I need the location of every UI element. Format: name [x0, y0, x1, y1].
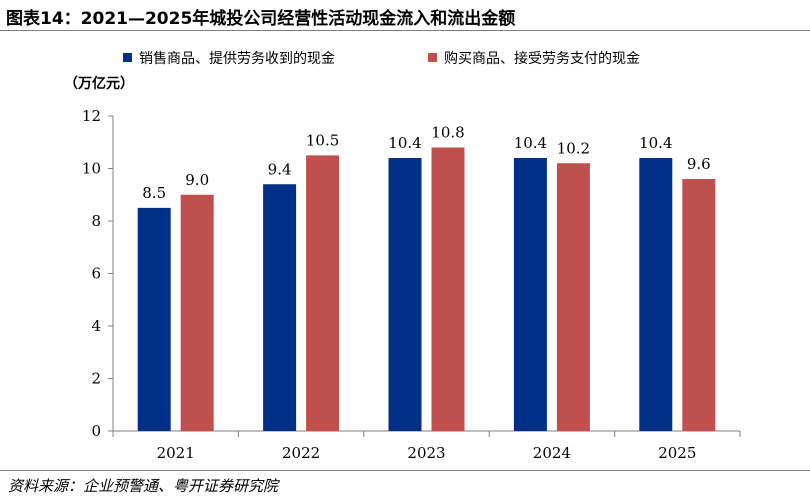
bar-2023-series-2 — [431, 147, 465, 431]
y-axis-unit-label: （万亿元） — [64, 75, 134, 92]
data-label-2023-series-1: 10.4 — [388, 134, 421, 152]
legend-label-1: 销售商品、提供劳务收到的现金 — [139, 51, 335, 67]
legend-swatch-2 — [428, 53, 437, 62]
chart-bars — [137, 147, 716, 431]
chart-axes: 0 2 4 6 8 10 12 2021 2022 2023 2024 2025 — [82, 107, 741, 462]
data-label-2021-series-1: 8.5 — [142, 184, 166, 202]
x-tick-label: 2022 — [282, 444, 320, 462]
y-tick-label: 2 — [91, 370, 101, 388]
source-divider — [0, 470, 810, 471]
data-label-2022-series-2: 10.5 — [306, 131, 339, 149]
bar-2024-series-1 — [513, 158, 547, 431]
y-tick-label: 12 — [82, 107, 101, 125]
y-tick-label: 10 — [82, 160, 101, 178]
bar-2024-series-2 — [556, 163, 590, 431]
chart-data-labels: 8.5 9.0 9.4 10.5 10.4 10.8 10.4 10.2 10.4 9.6 — [142, 124, 710, 202]
title-divider — [0, 30, 810, 31]
legend-swatch-1 — [123, 53, 132, 62]
bar-2022-series-2 — [306, 155, 340, 431]
x-tick-label: 2021 — [157, 444, 195, 462]
bar-2025-series-2 — [682, 179, 716, 431]
chart-title: 图表14：2021—2025年城投公司经营性活动现金流入和流出金额 — [6, 9, 516, 29]
y-tick-label: 8 — [91, 212, 101, 230]
bar-2023-series-1 — [388, 158, 422, 431]
bar-chart: 销售商品、提供劳务收到的现金 购买商品、接受劳务支付的现金 （万亿元） 0 2 4 6 8… — [64, 50, 741, 462]
chart-legend: 销售商品、提供劳务收到的现金 购买商品、接受劳务支付的现金 — [123, 50, 640, 67]
y-tick-label: 0 — [91, 422, 101, 440]
y-tick-label: 4 — [91, 317, 101, 335]
data-label-2025-series-2: 9.6 — [687, 155, 711, 173]
x-tick-label: 2025 — [658, 444, 696, 462]
bar-2021-series-1 — [137, 207, 171, 431]
source-note: 资料来源：企业预警通、粤开证券研究院 — [8, 477, 279, 495]
data-label-2024-series-2: 10.2 — [557, 139, 590, 157]
bar-2021-series-2 — [180, 194, 214, 431]
data-label-2021-series-2: 9.0 — [185, 171, 209, 189]
bar-2022-series-1 — [263, 184, 297, 431]
data-label-2025-series-1: 10.4 — [639, 134, 672, 152]
x-tick-label: 2023 — [407, 444, 445, 462]
data-label-2022-series-1: 9.4 — [268, 160, 292, 178]
data-label-2023-series-2: 10.8 — [431, 124, 464, 142]
x-tick-label: 2024 — [533, 444, 571, 462]
legend-label-2: 购买商品、接受劳务支付的现金 — [444, 50, 640, 67]
y-tick-label: 6 — [91, 265, 101, 283]
data-label-2024-series-1: 10.4 — [514, 134, 547, 152]
bar-2025-series-1 — [639, 158, 673, 431]
